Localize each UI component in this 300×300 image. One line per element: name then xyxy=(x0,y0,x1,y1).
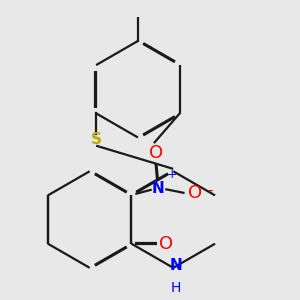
Text: O: O xyxy=(148,144,163,162)
Text: H: H xyxy=(170,281,181,295)
Text: S: S xyxy=(91,132,102,147)
Text: -: - xyxy=(207,183,213,198)
Text: O: O xyxy=(159,235,173,253)
Text: O: O xyxy=(188,184,202,202)
Text: N: N xyxy=(169,258,182,273)
Text: +: + xyxy=(166,168,177,181)
Text: N: N xyxy=(152,181,164,196)
